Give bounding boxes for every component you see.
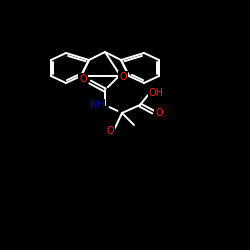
Text: O: O bbox=[106, 126, 114, 136]
Text: O: O bbox=[79, 74, 87, 84]
Text: OH: OH bbox=[148, 88, 164, 98]
Text: NH: NH bbox=[90, 100, 104, 110]
Text: O: O bbox=[119, 72, 127, 82]
Text: O: O bbox=[155, 108, 163, 118]
